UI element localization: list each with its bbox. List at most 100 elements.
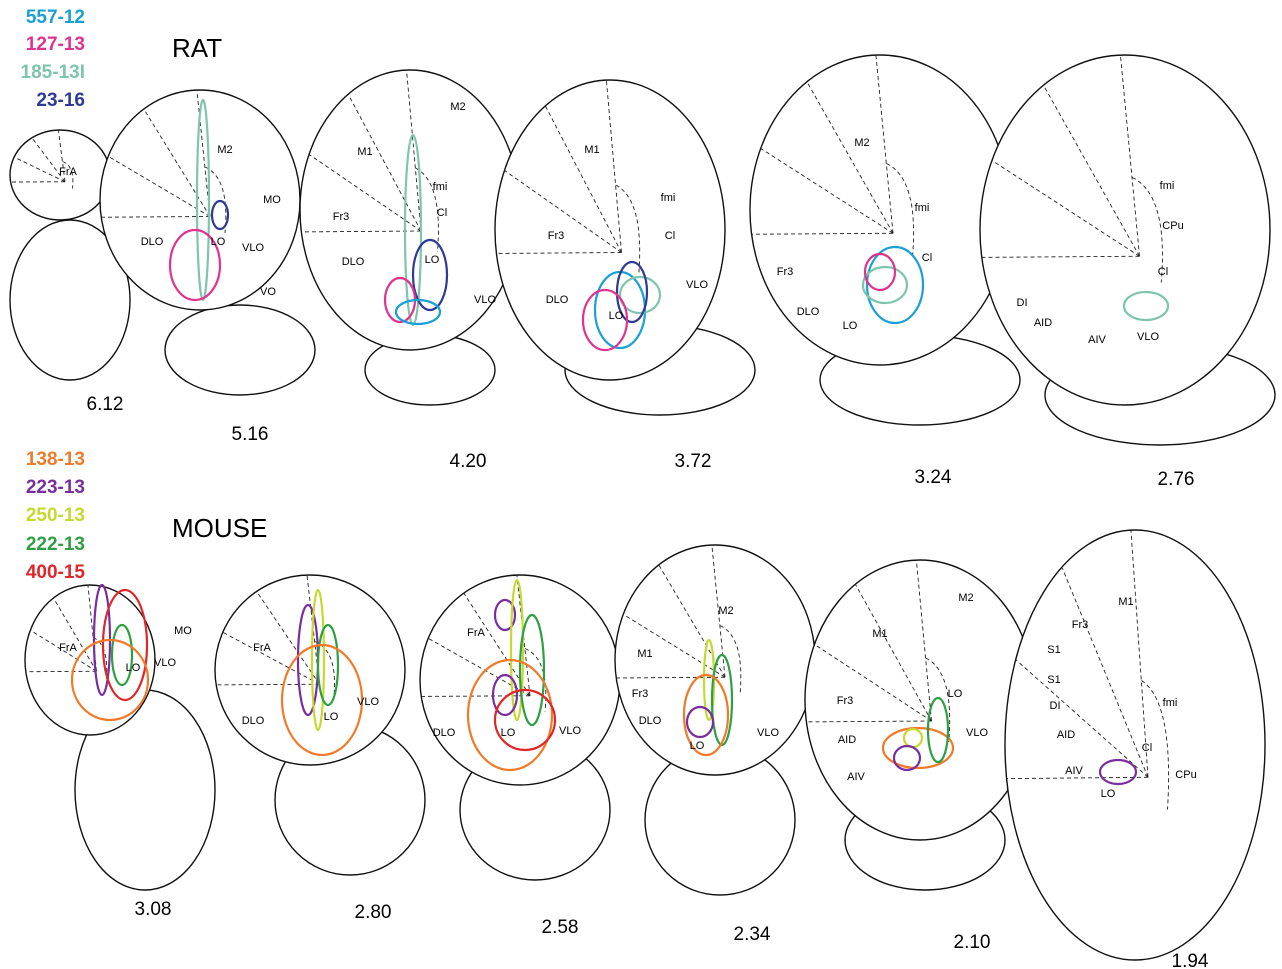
region-label: S1 — [1047, 674, 1060, 686]
region-label: DI — [1050, 700, 1061, 712]
region-label: MO — [263, 194, 281, 206]
region-label: AID — [838, 734, 856, 746]
section-level: 3.08 — [135, 899, 172, 920]
region-label: VLO — [559, 725, 581, 737]
brain-section: M2 M1 Fr3 LO AID VLO AIV 2.10 — [805, 560, 1035, 953]
section-level: 4.20 — [450, 451, 487, 472]
section-level: 2.34 — [734, 924, 771, 945]
region-label: LO — [690, 740, 705, 752]
region-label: fmi — [1160, 180, 1175, 192]
section-level: 3.72 — [675, 451, 712, 472]
region-label: CPu — [1175, 769, 1196, 781]
region-label: CPu — [1162, 220, 1183, 232]
legend-entry: 250-13 — [26, 505, 85, 526]
region-label: Fr3 — [777, 266, 794, 278]
region-label: Cl — [437, 207, 447, 219]
region-label: LO — [211, 236, 226, 248]
legend-entry: 400-15 — [26, 562, 86, 583]
legend-entry: 138-13 — [26, 449, 85, 470]
legend-entry: 223-13 — [26, 477, 85, 498]
region-label: M1 — [357, 146, 372, 158]
region-label: fmi — [915, 202, 930, 214]
region-label: VLO — [1137, 331, 1159, 343]
region-label: VLO — [686, 279, 708, 291]
region-label: DLO — [342, 256, 365, 268]
region-label: Cl — [1142, 742, 1152, 754]
region-label: Fr3 — [333, 211, 350, 223]
region-label: FrA — [59, 166, 77, 178]
region-label: DLO — [433, 727, 456, 739]
region-label: VO — [260, 286, 276, 298]
section-level: 5.16 — [232, 424, 269, 445]
legend-entry: 222-13 — [26, 534, 85, 555]
region-label: DLO — [242, 715, 265, 727]
section-level: 2.58 — [542, 917, 579, 938]
region-label: AIV — [847, 771, 865, 783]
section-lower-outline — [165, 305, 315, 395]
region-label: LO — [324, 711, 339, 723]
brain-section: fmiCPuClDIAIDAIVVLO2.76 — [980, 55, 1275, 490]
region-label: FrA — [59, 642, 77, 654]
region-label: M2 — [217, 144, 232, 156]
region-label: VLO — [966, 727, 988, 739]
region-label: fmi — [1163, 697, 1178, 709]
region-label: DLO — [639, 715, 662, 727]
region-label: AIV — [1088, 334, 1106, 346]
region-label: VLO — [357, 696, 379, 708]
region-label: DLO — [797, 306, 820, 318]
region-label: fmi — [433, 181, 448, 193]
region-label: M1 — [872, 628, 887, 640]
legend-entry: 557-12 — [26, 7, 85, 28]
region-label: FrA — [467, 627, 485, 639]
region-label: fmi — [661, 192, 676, 204]
region-label: LO — [948, 688, 963, 700]
region-label: LO — [609, 310, 624, 322]
region-label: M1 — [637, 648, 652, 660]
section-level: 2.10 — [954, 932, 991, 953]
region-label: M2 — [854, 137, 869, 149]
section-level: 2.76 — [1158, 469, 1195, 490]
brain-section: M2 M1 Fr3 DLO LO VLO 2.34 — [615, 545, 815, 945]
region-label: Fr3 — [1072, 619, 1089, 631]
brain-section: M2 M1 fmi Fr3 Cl DLO LO VLO 4.20 — [300, 70, 520, 472]
region-label: Fr3 — [837, 695, 854, 707]
region-label: M2 — [450, 101, 465, 113]
brain-section: M1 fmi Fr3 Cl DLO VLO LO 3.72 — [495, 80, 755, 472]
region-label: AID — [1057, 729, 1075, 741]
mouse-title: MOUSE — [172, 513, 267, 543]
brain-section: M2fmiClFr3DLOLO3.24 — [750, 55, 1020, 488]
region-label: Fr3 — [548, 230, 565, 242]
region-label: LO — [126, 662, 141, 674]
region-label: VLO — [474, 294, 496, 306]
region-label: AID — [1034, 317, 1052, 329]
legend-entry: 185-13I — [21, 62, 85, 83]
region-label: M2 — [958, 592, 973, 604]
region-label: Fr3 — [632, 688, 649, 700]
region-label: M2 — [718, 605, 733, 617]
region-label: AIV — [1065, 765, 1083, 777]
region-label: Cl — [665, 230, 675, 242]
section-level: 2.80 — [355, 902, 392, 923]
figure: RAT MOUSE 557-12127-13185-13I23-16FrA6.1… — [0, 0, 1282, 969]
rat-title: RAT — [172, 33, 222, 63]
brain-section: M2 MO DLO LO VLO VO 5.16 — [100, 90, 315, 445]
region-label: VLO — [154, 657, 176, 669]
region-label: VLO — [757, 727, 779, 739]
section-level: 6.12 — [87, 394, 124, 415]
brain-section: FrA DLO LO VLO 2.58 — [420, 575, 620, 938]
region-label: VLO — [242, 242, 264, 254]
region-label: S1 — [1047, 644, 1060, 656]
brain-section: FrA MO LO VLO 3.08 — [25, 585, 215, 920]
region-label: MO — [174, 625, 192, 637]
region-label: DLO — [141, 236, 164, 248]
region-label: M1 — [584, 144, 599, 156]
region-label: DI — [1017, 297, 1028, 309]
region-label: LO — [843, 320, 858, 332]
region-boundary — [216, 684, 319, 685]
region-label: LO — [501, 727, 516, 739]
region-label: LO — [1101, 788, 1116, 800]
region-label: LO — [425, 254, 440, 266]
region-label: DLO — [546, 294, 569, 306]
